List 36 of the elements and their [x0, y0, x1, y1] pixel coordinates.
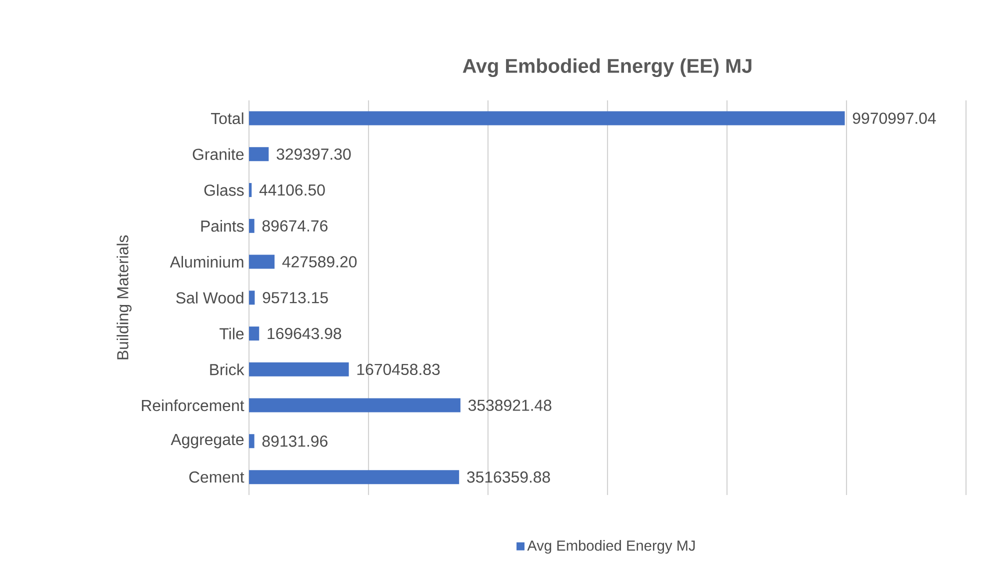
bar — [249, 398, 460, 412]
y-tick-label: Aluminium — [170, 256, 244, 268]
data-label: 89131.96 — [262, 436, 328, 447]
bar — [249, 183, 252, 198]
data-label: 1670458.83 — [357, 364, 440, 376]
bar — [249, 218, 254, 233]
y-tick-label: Cement — [189, 471, 244, 483]
bar — [249, 326, 260, 341]
bar — [249, 434, 254, 448]
data-label: 427589.20 — [282, 256, 357, 268]
y-tick-label: Total — [210, 112, 244, 124]
bar — [249, 362, 349, 376]
y-tick-label: Glass — [204, 184, 244, 196]
data-label: 44106.50 — [259, 184, 325, 196]
y-tick-label: Paints — [201, 220, 244, 232]
data-label: 95713.15 — [262, 292, 328, 304]
bar — [249, 254, 275, 269]
bar — [249, 111, 845, 126]
bar — [249, 470, 460, 484]
data-label: 169643.98 — [268, 328, 342, 340]
y-tick-label: Reinforcement — [142, 399, 244, 412]
chart-title: Avg Embodied Energy (EE) MJ — [462, 58, 752, 78]
y-tick-label: Aggregate — [170, 434, 244, 448]
y-tick-label: Sal Wood — [176, 292, 244, 304]
bar — [249, 147, 269, 162]
data-label: 3516359.88 — [467, 471, 550, 483]
y-axis-title: Building Materials — [116, 235, 132, 360]
legend-label: Avg Embodied Energy MJ — [527, 540, 695, 554]
data-label: 9970997.04 — [852, 112, 936, 124]
data-label: 89674.76 — [262, 220, 328, 232]
y-tick-label: Granite — [192, 148, 244, 160]
y-tick-label: Brick — [210, 364, 244, 376]
bar — [249, 290, 255, 305]
y-tick-label: Tile — [220, 328, 244, 340]
data-label: 329397.30 — [276, 148, 351, 160]
data-label: 3538921.48 — [468, 400, 552, 411]
